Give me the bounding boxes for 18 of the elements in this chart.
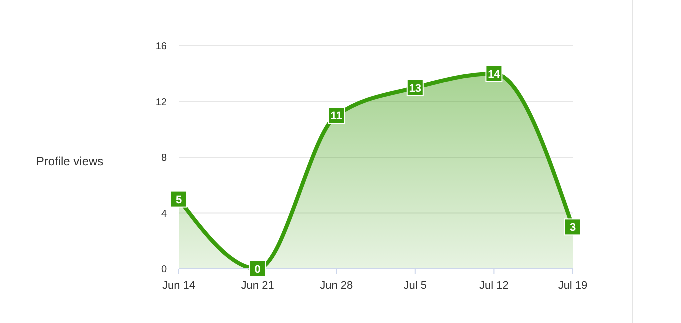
y-tick-label: 8	[161, 153, 168, 164]
y-tick-label: 0	[161, 264, 168, 276]
data-label: 3	[570, 222, 576, 234]
y-tick-label: 12	[156, 97, 168, 108]
data-label: 11	[330, 110, 342, 123]
data-label: 0	[254, 264, 261, 276]
y-tick-label: 4	[161, 208, 168, 220]
data-label: 5	[176, 194, 182, 206]
x-tick-label: Jun 21	[241, 280, 274, 292]
x-tick-label: Jul 12	[480, 280, 509, 292]
x-tick-label: Jun 28	[320, 280, 354, 292]
data-label: 14	[488, 68, 502, 81]
x-tick-label: Jul 19	[558, 280, 588, 292]
x-tick-label: Jul 5	[404, 280, 428, 292]
y-axis-title: Profile views	[36, 154, 104, 168]
x-tick-label: Jun 14	[162, 280, 196, 292]
data-label: 13	[409, 82, 422, 95]
y-tick-label: 16	[156, 42, 168, 52]
